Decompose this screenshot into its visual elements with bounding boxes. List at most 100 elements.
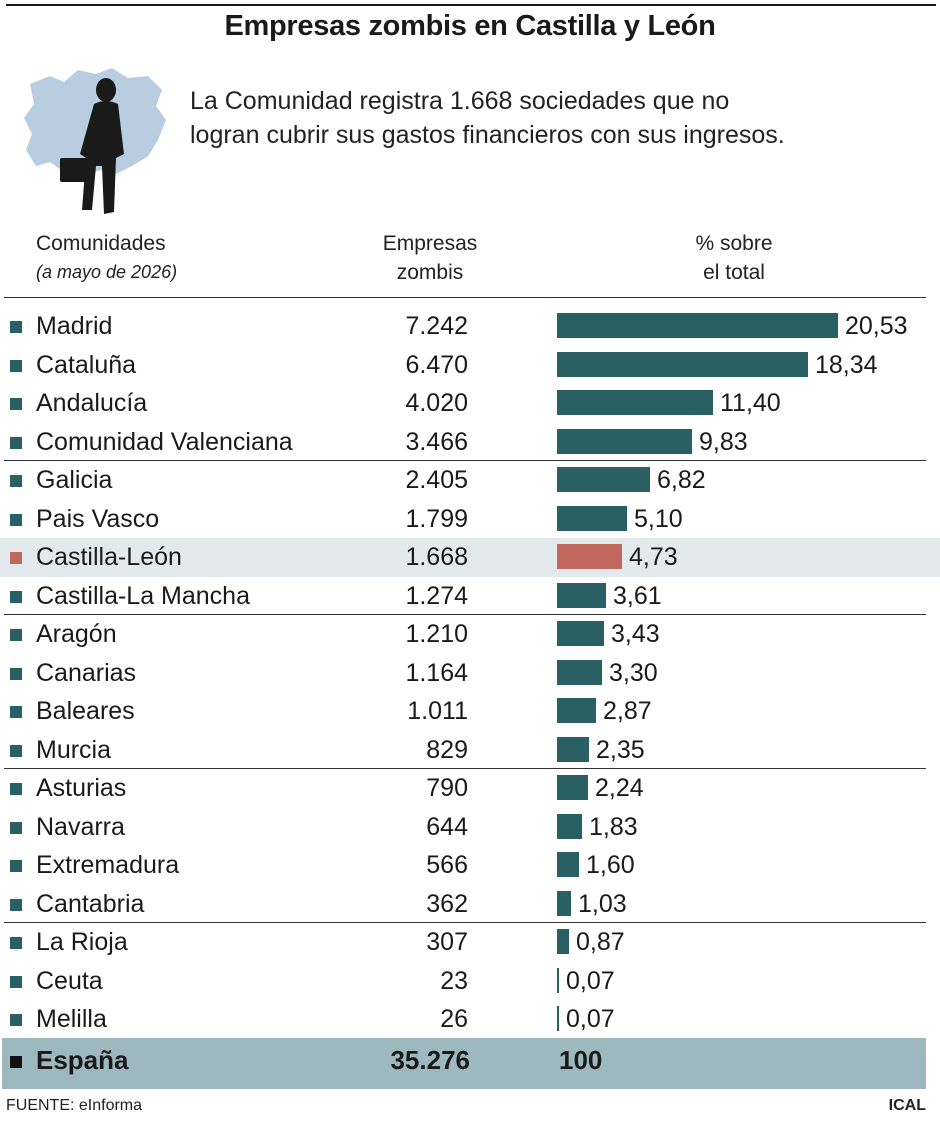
chart-row: Cataluña 6.470 18,34 <box>0 346 940 385</box>
bar <box>557 351 808 377</box>
category-label: Andalucía <box>36 389 148 417</box>
pct-value-label: 9,83 <box>699 427 748 456</box>
category-label: Castilla-La Mancha <box>36 581 250 610</box>
chart-row: Asturias 790 2,24 <box>0 769 940 808</box>
bar <box>557 890 571 916</box>
bar <box>557 659 602 685</box>
subtitle-line-2: logran cubrir sus gastos financieros con… <box>190 121 785 149</box>
empresas-value: 7.242 <box>405 312 468 340</box>
chart-row: Andalucía 4.020 11,40 <box>0 384 940 423</box>
empresas-value: 307 <box>426 928 468 956</box>
pct-value-label: 1,83 <box>589 812 638 841</box>
chart-row: Navarra 644 1,83 <box>0 808 940 847</box>
pct-value-label: 6,82 <box>657 466 706 494</box>
column-header-comunidades-label: Comunidades <box>36 232 166 255</box>
row-marker <box>10 706 22 718</box>
bar <box>557 621 604 646</box>
bar <box>557 313 838 338</box>
column-header-pct-line-2: el total <box>703 261 765 284</box>
pct-value-label: 0,07 <box>566 966 615 995</box>
empresas-value: 566 <box>426 851 468 879</box>
pct-value-label: 3,30 <box>609 658 658 687</box>
column-header-pct-line-1: % sobre <box>695 232 773 255</box>
bar <box>557 852 579 877</box>
column-header-comunidades-note: (a mayo de 2026) <box>36 262 178 282</box>
chart-row: Castilla-León 1.668 4,73 <box>0 538 940 577</box>
chart-row: Extremadura 566 1,60 <box>0 846 940 885</box>
businessman-silhouette-icon <box>60 78 124 214</box>
row-marker <box>10 359 22 372</box>
column-header-pct: % sobre el total <box>634 229 834 287</box>
empresas-value: 829 <box>426 735 468 764</box>
header-rule <box>4 297 926 298</box>
total-pct: 100 <box>559 1045 603 1075</box>
pct-value-label: 11,40 <box>720 389 781 417</box>
chart-rows: Madrid 7.242 20,53 Cataluña 6.470 18,34 Andalu… <box>0 307 940 1039</box>
pct-value-label: 0,87 <box>576 928 625 956</box>
row-marker <box>10 629 22 641</box>
pct-value-label: 2,87 <box>603 697 652 725</box>
category-label: Canarias <box>36 658 137 687</box>
column-header-comunidades: Comunidades (a mayo de 2026) <box>36 229 177 287</box>
row-marker <box>10 436 22 449</box>
chart-row: Pais Vasco 1.799 5,10 <box>0 500 940 539</box>
empresas-value: 1.210 <box>405 620 468 648</box>
pct-value-label: 1,60 <box>586 851 635 879</box>
pct-value-label: 3,61 <box>613 581 662 610</box>
bar <box>557 736 589 762</box>
empresas-value: 6.470 <box>405 350 468 379</box>
category-label: Pais Vasco <box>36 504 160 533</box>
bar <box>557 582 606 608</box>
bar <box>557 390 713 415</box>
chart-row: Baleares 1.011 2,87 <box>0 692 940 731</box>
category-label: Murcia <box>36 735 112 764</box>
row-marker <box>10 398 22 410</box>
bar <box>557 967 559 993</box>
row-marker <box>10 744 22 757</box>
pct-value-label: 4,73 <box>629 543 678 571</box>
chart-row: Canarias 1.164 3,30 <box>0 654 940 693</box>
row-marker <box>10 590 22 603</box>
row-marker <box>10 1014 22 1026</box>
group-separator <box>4 768 926 769</box>
chart-row: Ceuta 23 0,07 <box>0 962 940 1001</box>
empresas-value: 26 <box>440 1005 468 1033</box>
empresas-value: 2.405 <box>405 466 468 494</box>
category-label: Comunidad Valenciana <box>36 427 293 456</box>
chart-row: Melilla 26 0,07 <box>0 1000 940 1039</box>
pct-value-label: 18,34 <box>815 350 878 379</box>
bar <box>557 428 692 454</box>
chart-row: Galicia 2.405 6,82 <box>0 461 940 500</box>
chart-row: Madrid 7.242 20,53 <box>0 307 940 346</box>
bar <box>557 544 622 569</box>
row-marker <box>10 321 22 333</box>
category-label: Extremadura <box>36 851 180 879</box>
row-marker <box>10 821 22 834</box>
total-label: España <box>36 1045 129 1075</box>
chart-row: Aragón 1.210 3,43 <box>0 615 940 654</box>
category-label: Cantabria <box>36 889 145 918</box>
category-label: Aragón <box>36 620 117 648</box>
pct-value-label: 20,53 <box>845 312 908 340</box>
empresas-value: 644 <box>426 812 468 841</box>
empresas-value: 23 <box>440 966 468 995</box>
category-label: Galicia <box>36 466 113 494</box>
chart-row: Castilla-La Mancha 1.274 3,61 <box>0 577 940 615</box>
empresas-value: 3.466 <box>405 427 468 456</box>
businessman-map-illustration <box>24 68 166 214</box>
row-marker <box>10 975 22 988</box>
subtitle-line-1: La Comunidad registra 1.668 sociedades q… <box>190 87 730 115</box>
bar <box>557 505 627 531</box>
row-marker <box>10 860 22 872</box>
empresas-value: 4.020 <box>405 389 468 417</box>
empresas-value: 1.799 <box>405 504 468 533</box>
chart-row: Cantabria 362 1,03 <box>0 885 940 923</box>
total-empresas: 35.276 <box>390 1045 470 1075</box>
bar <box>557 467 650 492</box>
group-separator <box>4 460 926 461</box>
brand-label: ICAL <box>888 1097 926 1114</box>
category-label: Ceuta <box>36 966 103 995</box>
bar <box>557 1006 559 1031</box>
category-label: Madrid <box>36 312 113 340</box>
row-marker <box>10 552 22 564</box>
